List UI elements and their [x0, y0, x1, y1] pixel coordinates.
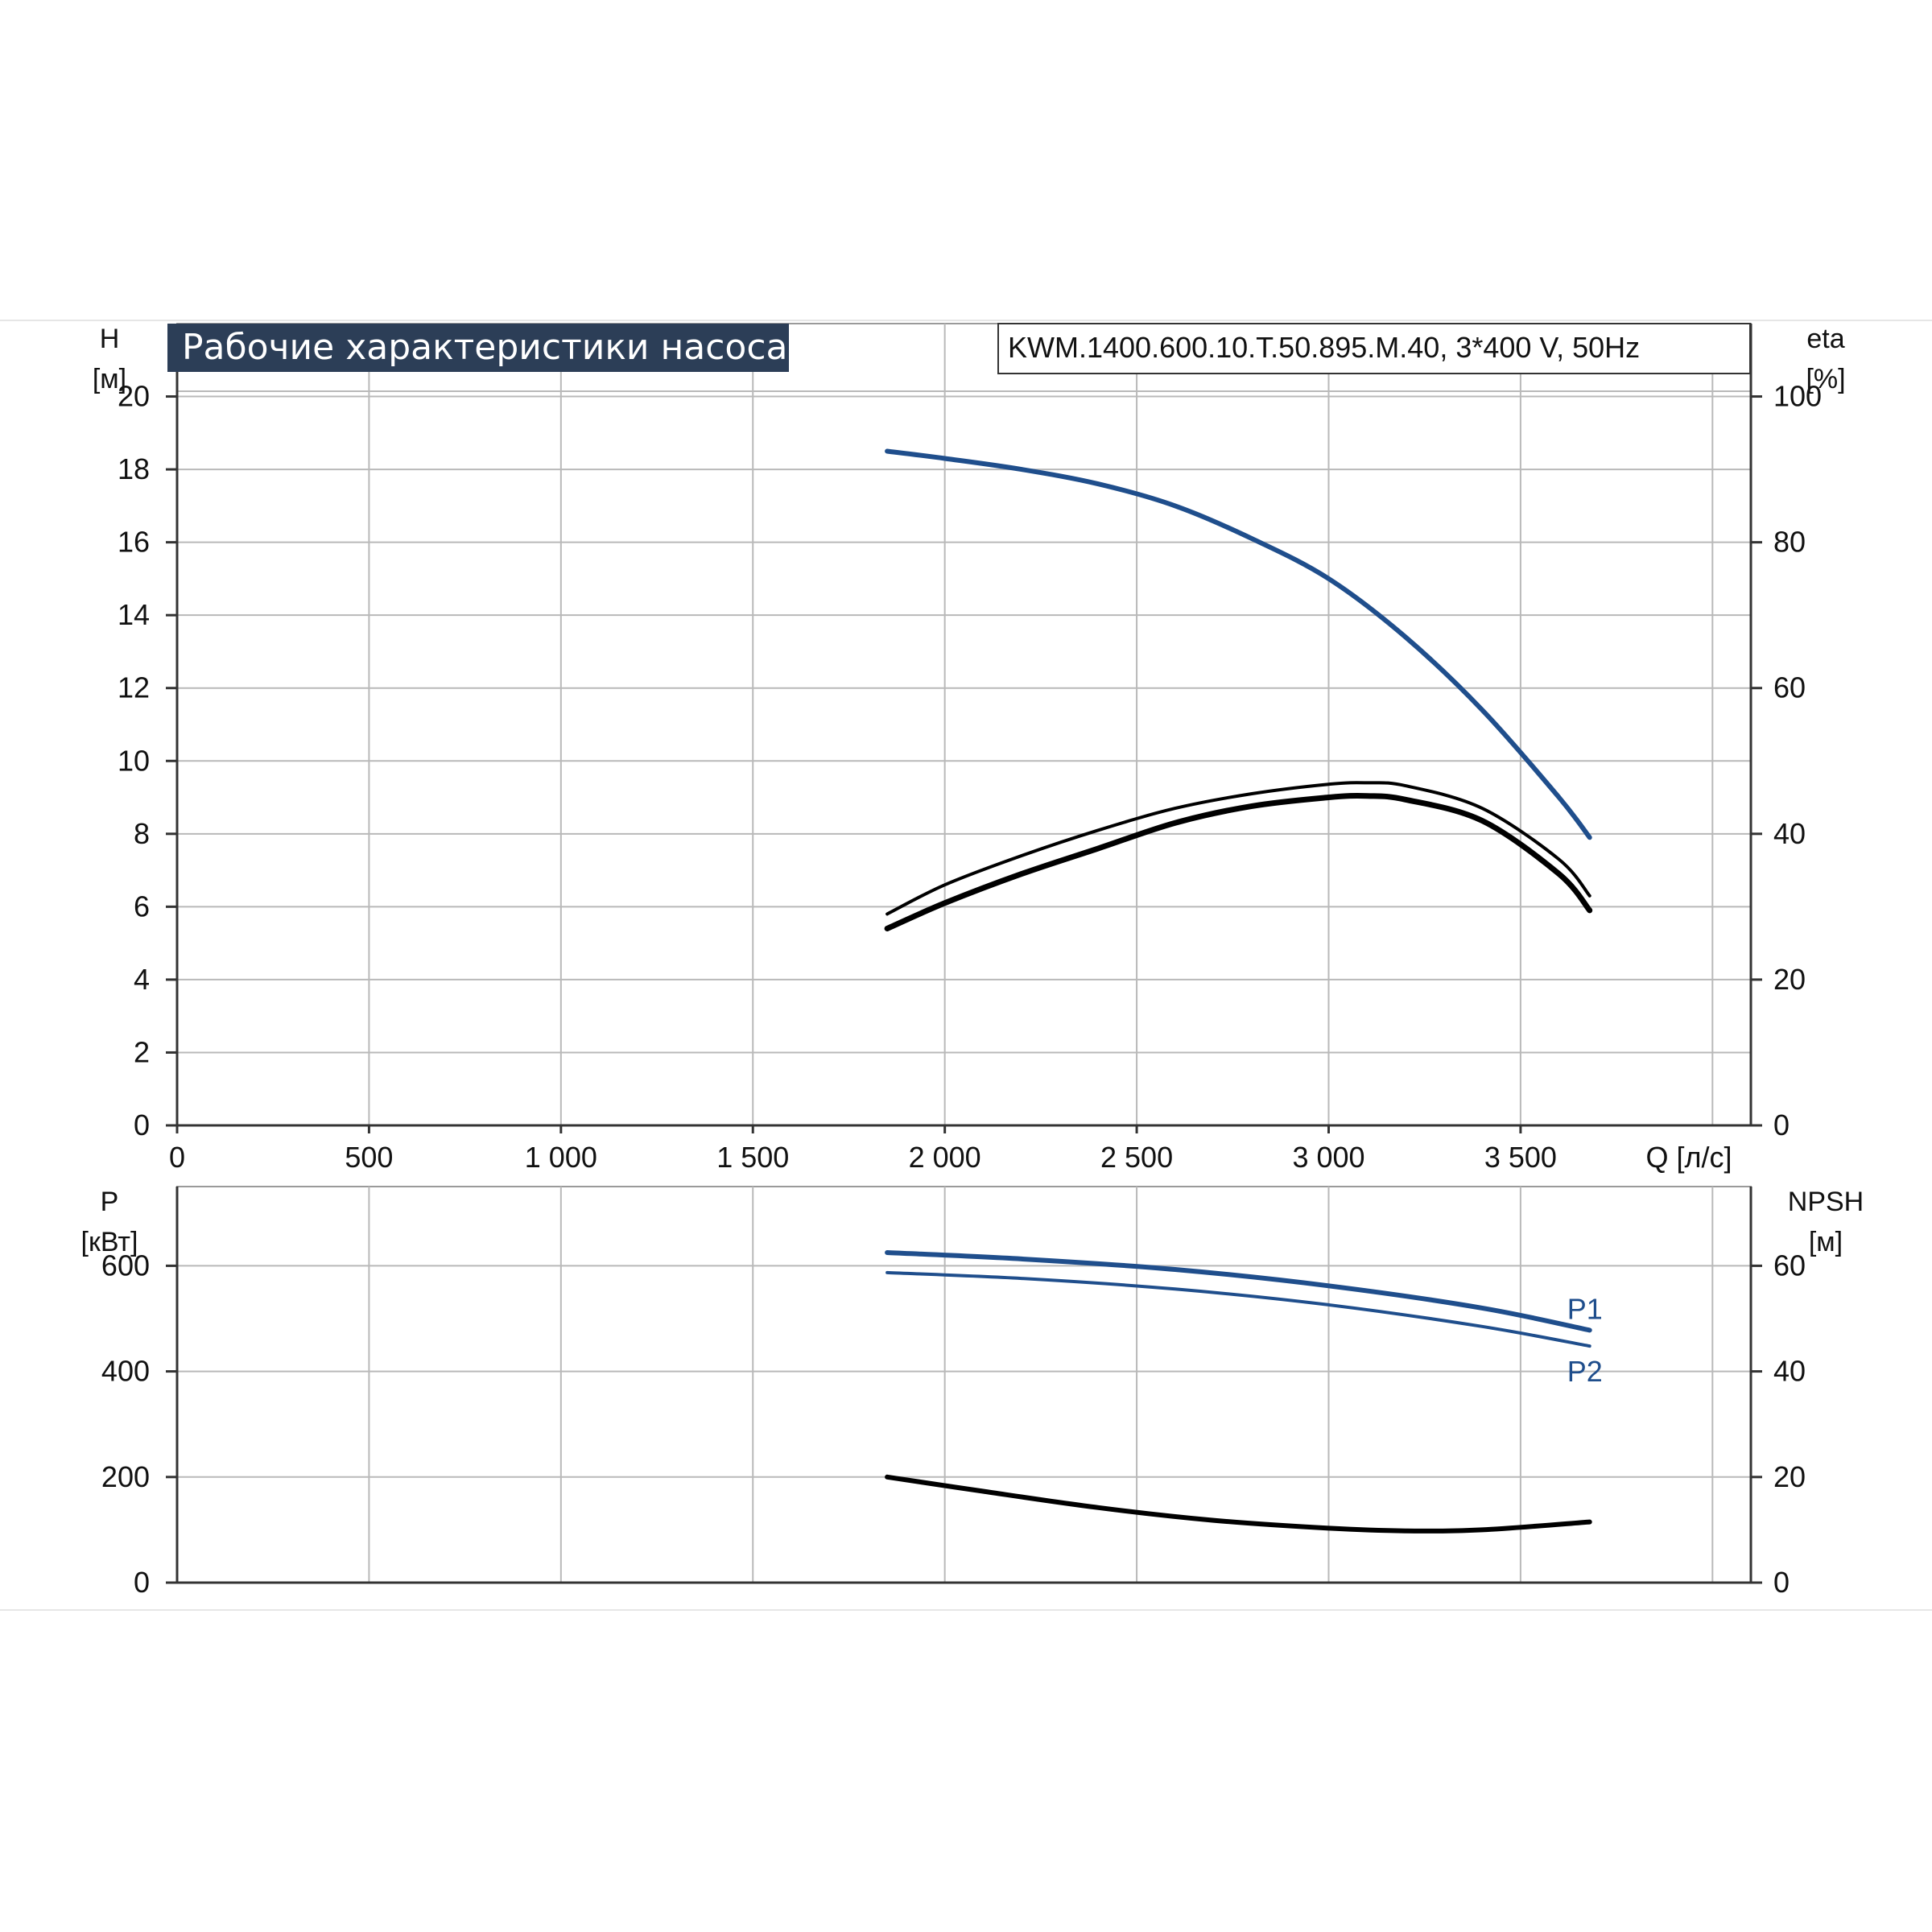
- tick-label-right: 40: [1773, 1355, 1806, 1388]
- y-left-unit: [м]: [93, 364, 126, 394]
- tick-label-left: 4: [134, 963, 150, 996]
- model-label: KWM.1400.600.10.T.50.895.M.40, 3*400 V, …: [1008, 331, 1640, 364]
- tick-label-x: 3 000: [1292, 1141, 1364, 1174]
- y-right-label: NPSH: [1788, 1187, 1864, 1217]
- tick-label-right: 40: [1773, 817, 1806, 850]
- tick-label-left: 10: [118, 744, 150, 777]
- tick-label-x: 1 500: [716, 1141, 789, 1174]
- x-axis-label: Q [л/с]: [1645, 1141, 1732, 1174]
- tick-label-left: 200: [101, 1460, 150, 1493]
- tick-label-right: 80: [1773, 526, 1806, 559]
- tick-label-right: 60: [1773, 1249, 1806, 1282]
- tick-label-left: 16: [118, 526, 150, 559]
- tick-label-left: 400: [101, 1355, 150, 1388]
- title-badge: [167, 324, 789, 372]
- tick-label-right: 60: [1773, 671, 1806, 704]
- power-npsh-panel: 0 200 400 600 0 20 40 60 P [кВт] NPSH [м] P1 P2: [81, 1186, 1864, 1599]
- tick-label-x: 1 000: [525, 1141, 597, 1174]
- series-label-p2: P2: [1567, 1355, 1603, 1388]
- y-right-unit: [%]: [1806, 364, 1845, 394]
- tick-label-x: 2 500: [1100, 1141, 1173, 1174]
- chart-title: Рабочие характеристики насоса: [182, 327, 787, 368]
- series-line-p1: [885, 1250, 1592, 1333]
- tick-label-x: 2 000: [909, 1141, 981, 1174]
- tick-label-x: 0: [169, 1141, 185, 1174]
- tick-label-right: 20: [1773, 1460, 1806, 1493]
- series-line: [885, 1474, 1592, 1534]
- tick-label-right: 0: [1773, 1566, 1790, 1599]
- y-left-label: H: [100, 324, 120, 354]
- y-left-label: P: [101, 1187, 119, 1217]
- series-line: [886, 781, 1591, 916]
- series-line-p2: [886, 1270, 1591, 1348]
- y-right-unit: [м]: [1809, 1227, 1843, 1257]
- tick-label-right: 20: [1773, 963, 1806, 996]
- series-line: [885, 448, 1592, 840]
- tick-label-right: 0: [1773, 1108, 1790, 1141]
- tick-label-left: 8: [134, 817, 150, 850]
- model-box: [997, 323, 1751, 374]
- tick-label-x: 500: [345, 1141, 393, 1174]
- plot-frame: [176, 1186, 1752, 1583]
- tick-label-left: 18: [118, 452, 150, 485]
- tick-label-left: 14: [118, 598, 150, 631]
- tick-label-left: 600: [101, 1249, 150, 1282]
- y-left-unit: [кВт]: [81, 1227, 138, 1257]
- tick-label-left: 6: [134, 890, 150, 923]
- series-label-p1: P1: [1567, 1292, 1603, 1325]
- tick-label-left: 20: [118, 380, 150, 413]
- tick-label-left: 0: [134, 1566, 150, 1599]
- tick-label-left: 2: [134, 1035, 150, 1068]
- tick-label-x: 3 500: [1484, 1141, 1557, 1174]
- y-right-label: eta: [1806, 324, 1844, 354]
- tick-label-left: 0: [134, 1108, 150, 1141]
- tick-label-right: 100: [1773, 380, 1822, 413]
- series-line: [884, 793, 1593, 931]
- head-efficiency-panel: 0 2 4 6 8 10 12 14 16 18 20 0 20 40 60 80 100 H [м] eta [%] 0…: [93, 323, 1846, 1174]
- plot-frame: [176, 323, 1752, 1126]
- tick-label-left: 12: [118, 671, 150, 704]
